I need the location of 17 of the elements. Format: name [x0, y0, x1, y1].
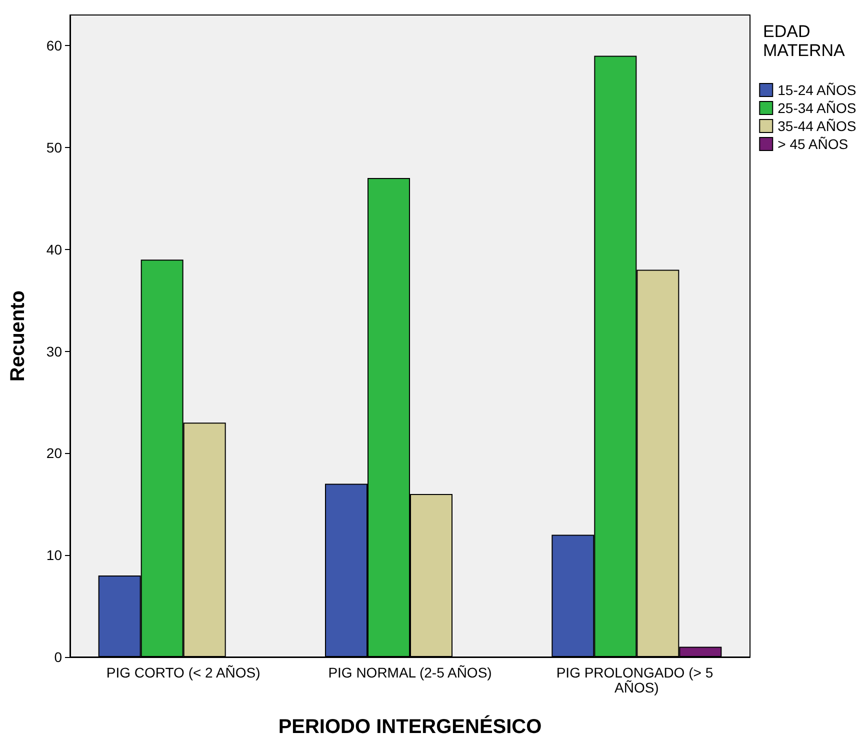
y-tick-label: 20 [46, 445, 62, 462]
y-axis-title: Recuento [7, 290, 29, 382]
legend-label: 25-34 AÑOS [778, 100, 856, 116]
legend-label: > 45 AÑOS [778, 136, 848, 152]
y-tick-label: 30 [46, 343, 62, 360]
y-tick-label: 60 [46, 38, 62, 54]
y-tick-label: 40 [46, 241, 62, 258]
y-tick-label: 50 [46, 139, 62, 156]
x-tick-label: PIG NORMAL (2-5 AÑOS) [328, 664, 492, 680]
x-tick-label: PIG CORTO (< 2 AÑOS) [106, 664, 260, 680]
legend-label: 15-24 AÑOS [778, 82, 856, 98]
x-tick-label: PIG PROLONGADO (> 5 AÑOS) [556, 664, 717, 696]
y-tick-label: 10 [46, 547, 62, 564]
x-axis-title: PERIODO INTERGENÉSICO [278, 715, 542, 738]
legend-label: 35-44 AÑOS [778, 118, 856, 134]
legend-title: EDAD MATERNA [763, 22, 846, 60]
y-tick-label: 0 [54, 649, 62, 665]
